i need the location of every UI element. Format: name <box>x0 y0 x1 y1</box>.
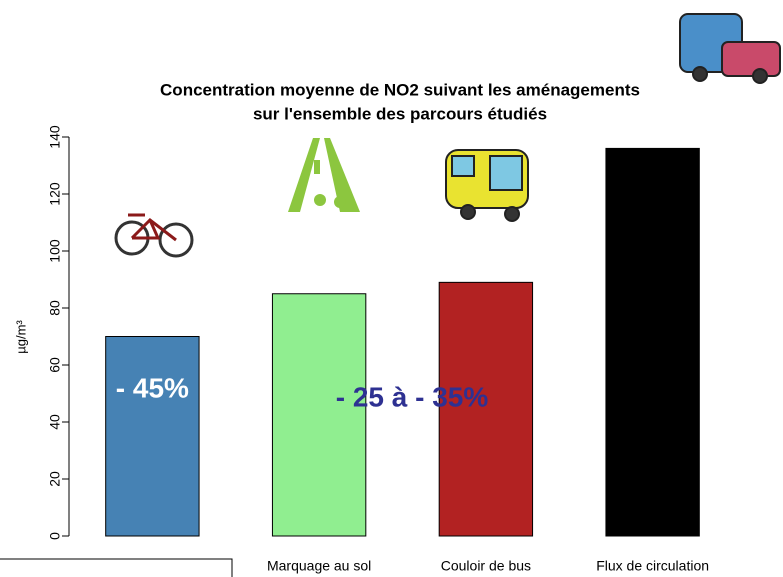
y-tick-label: 80 <box>47 300 63 316</box>
bar <box>272 294 365 536</box>
label-box <box>0 559 232 577</box>
y-tick-label: 120 <box>47 182 63 206</box>
y-tick-label: 60 <box>47 357 63 373</box>
bus-icon <box>446 150 528 221</box>
bar <box>606 148 699 536</box>
y-tick-label: 20 <box>47 471 63 487</box>
bar <box>106 337 199 537</box>
y-tick-label: 0 <box>47 532 63 540</box>
x-tick-label: Couloir de bus <box>441 558 531 574</box>
y-tick-label: 100 <box>47 239 63 263</box>
y-tick-label: 40 <box>47 414 63 430</box>
chart: Concentration moyenne de NO2 suivant les… <box>0 0 783 577</box>
annotation: - 25 à - 35% <box>336 381 489 412</box>
annotation: - 45% <box>116 372 189 403</box>
x-tick-label: Flux de circulation <box>596 558 709 574</box>
y-tick-label: 140 <box>47 125 63 149</box>
chart-title: Concentration moyenne de NO2 suivant les… <box>160 80 640 99</box>
lane-icon <box>288 138 360 212</box>
bike-icon <box>116 215 192 256</box>
chart-title: sur l'ensemble des parcours étudiés <box>253 104 547 123</box>
truck-icon <box>680 14 780 83</box>
x-tick-label: Marquage au sol <box>267 558 371 574</box>
y-axis-label: µg/m³ <box>13 320 28 354</box>
